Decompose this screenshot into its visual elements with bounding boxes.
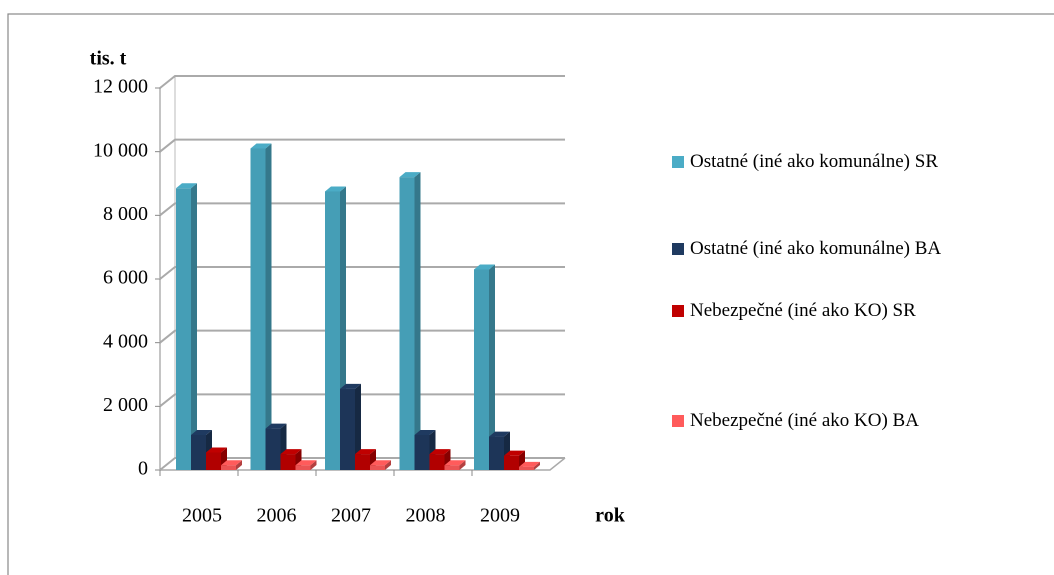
bar-face xyxy=(250,143,272,149)
bar-face xyxy=(414,429,436,435)
bar-face xyxy=(191,429,212,435)
bar xyxy=(221,460,242,470)
y-tick-label: 10 000 xyxy=(93,139,148,161)
y-tick-label: 2 000 xyxy=(103,394,148,416)
bar-face xyxy=(414,434,430,470)
bar-face xyxy=(489,264,495,470)
legend-swatch xyxy=(672,156,684,168)
x-axis-title: rok xyxy=(595,505,626,527)
y-tick-label: 0 xyxy=(138,458,148,480)
bar xyxy=(399,172,421,470)
bar-face xyxy=(206,452,221,470)
bar-face xyxy=(429,454,445,470)
legend-swatch xyxy=(672,305,684,317)
bar-face xyxy=(236,460,242,470)
bar-face xyxy=(399,177,415,470)
bar xyxy=(444,460,466,470)
grid-line xyxy=(159,202,565,217)
bar-face xyxy=(459,460,466,470)
grid-line xyxy=(159,75,565,89)
bar-face xyxy=(519,461,540,467)
bar-face xyxy=(325,191,340,471)
legend-label: Ostatné (iné ako komunálne) BA xyxy=(690,238,942,259)
y-tick-label: 6 000 xyxy=(103,267,148,289)
legend-label: Nebezpečné (iné ako KO) BA xyxy=(690,410,919,431)
y-axis-title: tis. t xyxy=(90,48,127,70)
bar-face xyxy=(206,447,227,453)
legend-item: Nebezpečné (iné ako KO) BA xyxy=(672,407,1042,434)
bar xyxy=(519,461,540,470)
chart-frame xyxy=(7,13,1054,575)
legend-swatch xyxy=(672,243,684,255)
x-tick-label: 2006 xyxy=(257,505,297,527)
bar-face xyxy=(221,460,242,466)
bar-face xyxy=(489,436,504,470)
bar-face xyxy=(370,465,385,470)
bar xyxy=(250,143,272,470)
y-tick-label: 12 000 xyxy=(93,76,148,98)
bar-face xyxy=(325,186,346,192)
bar-face xyxy=(474,269,489,470)
grid-line xyxy=(159,138,565,153)
bar-face xyxy=(355,383,361,470)
bar-face xyxy=(176,188,191,470)
bar-face xyxy=(504,455,519,470)
bar xyxy=(504,450,525,470)
bar-face xyxy=(444,465,460,470)
bar-face xyxy=(310,460,317,470)
legend-label: Ostatné (iné ako komunálne) SR xyxy=(690,151,939,172)
bar-face xyxy=(370,460,391,466)
bar-face xyxy=(355,449,376,455)
bar-face xyxy=(474,264,495,270)
bar-face xyxy=(295,460,317,466)
bar-face xyxy=(176,183,197,189)
bar-face xyxy=(191,183,197,470)
legend-item: Nebezpečné (iné ako KO) SR xyxy=(672,297,1042,324)
bar-face xyxy=(385,460,391,470)
bar-face xyxy=(191,434,206,470)
bar-face xyxy=(414,172,421,470)
bar xyxy=(355,449,376,470)
bar xyxy=(474,264,495,470)
bar-face xyxy=(355,454,370,470)
bar-face xyxy=(250,148,266,470)
bar-face xyxy=(265,143,272,470)
y-tick-label: 4 000 xyxy=(103,330,148,352)
x-tick-label: 2008 xyxy=(406,505,446,527)
bar-face xyxy=(280,454,296,470)
x-tick-label: 2005 xyxy=(182,505,222,527)
grid-line xyxy=(159,393,565,408)
bar-face xyxy=(534,461,540,470)
bar-face xyxy=(280,449,302,455)
bar-face xyxy=(489,431,510,437)
bar-face xyxy=(399,172,421,178)
grid-line xyxy=(159,266,565,280)
bar-face xyxy=(504,450,525,456)
bar-face xyxy=(429,449,451,455)
bar-face xyxy=(265,423,287,429)
y-tick-label: 8 000 xyxy=(103,203,148,225)
x-tick-label: 2009 xyxy=(480,505,520,527)
bar-face xyxy=(340,383,361,389)
bar-face xyxy=(221,465,236,470)
bar xyxy=(340,383,361,470)
legend-label: Nebezpečné (iné ako KO) SR xyxy=(690,300,916,321)
legend-swatch xyxy=(672,415,684,427)
bar xyxy=(295,460,317,470)
grid-line xyxy=(159,329,565,344)
bar xyxy=(176,183,197,470)
bar-face xyxy=(519,466,534,470)
bar-face xyxy=(444,460,466,466)
legend-item: Ostatné (iné ako komunálne) BA xyxy=(672,235,1042,262)
bar xyxy=(370,460,391,470)
bar-face xyxy=(265,428,281,470)
legend-item: Ostatné (iné ako komunálne) SR xyxy=(672,148,1042,175)
bar xyxy=(280,449,302,470)
bar-face xyxy=(340,388,355,470)
bar-face xyxy=(295,465,311,470)
x-tick-label: 2007 xyxy=(331,505,371,527)
